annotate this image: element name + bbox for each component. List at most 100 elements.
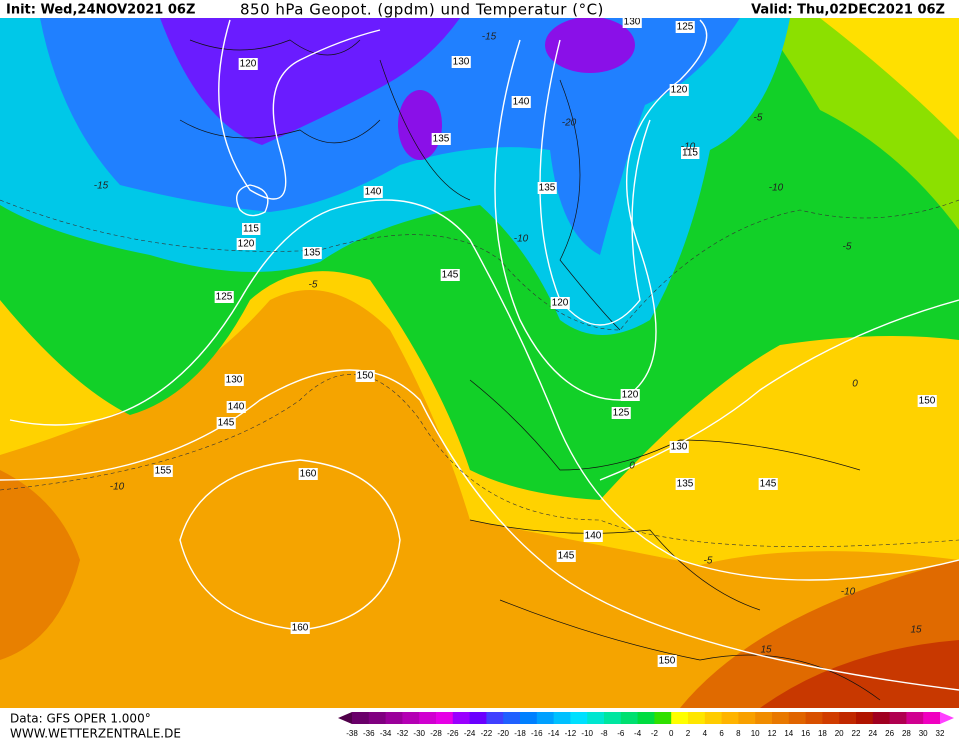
temperature-label: -5: [704, 556, 713, 567]
geopotential-label: 145: [442, 270, 459, 281]
temperature-label: -10: [514, 234, 529, 245]
label-box: [550, 297, 570, 309]
colorbar-swatch: [889, 712, 907, 724]
colorbar-tick-label: -18: [514, 729, 526, 738]
map: [0, 17, 959, 708]
colorbar-swatch: [788, 712, 807, 724]
geopotential-label: 130: [671, 442, 688, 453]
coastline: [179, 39, 881, 701]
contour: [218, 19, 381, 200]
header-bar: [0, 0, 959, 18]
geopotential-label: 140: [228, 402, 245, 413]
colorbar-tick-label: -32: [397, 729, 409, 738]
temperature-label: 15: [760, 645, 772, 656]
contour: [179, 459, 401, 631]
colorbar-tick-label: -34: [380, 729, 392, 738]
colorbar-swatch: [923, 712, 941, 724]
label-box: [298, 468, 318, 480]
geopotential-label: 145: [218, 418, 235, 429]
temperature-label: -20: [562, 118, 577, 129]
colorbar-tick-label: 16: [801, 729, 810, 738]
colorbar-tick-label: 12: [768, 729, 777, 738]
colorbar-swatch: [772, 712, 790, 724]
colorbar-tick-label: -30: [413, 729, 425, 738]
geopotential-label: 125: [216, 292, 233, 303]
colorbar-swatch: [469, 712, 487, 724]
geopotential-label: 115: [243, 224, 259, 235]
label-box: [657, 655, 677, 667]
colorbar-swatch: [822, 712, 840, 724]
label-box: [224, 374, 244, 386]
colorbar-swatch: [352, 712, 370, 724]
colorbar-tick-label: 4: [703, 729, 708, 738]
colorbar-swatch: [671, 712, 689, 724]
colorbar-swatch: [419, 712, 437, 724]
contour: [236, 184, 269, 217]
label-box: [242, 223, 261, 235]
contour: [9, 199, 959, 581]
geopotential-label: 145: [760, 479, 777, 490]
geopotential-label: 155: [155, 466, 172, 477]
geopotential-label: 115: [682, 148, 698, 159]
colorbar-tick-label: 2: [686, 729, 691, 738]
geopotential-label: 140: [365, 187, 382, 198]
colorbar-tick-label: -20: [497, 729, 509, 738]
very-cold-area: [398, 90, 442, 160]
contour-labels: 120 130 130 125 120 140 135 115 135 140 115 120 135 1…: [94, 16, 937, 667]
temperature-label: 0: [629, 461, 635, 472]
colorbar-tick-label: 28: [902, 729, 911, 738]
label-box: [355, 370, 375, 382]
colorbar-swatch: [486, 712, 504, 724]
label-box: [363, 186, 383, 198]
colorbar-tick-label: -12: [565, 729, 577, 738]
geopotential-label: 150: [357, 371, 374, 382]
colorbar-swatch: [536, 712, 555, 724]
label-box: [620, 389, 640, 401]
label-box: [556, 550, 576, 562]
init-time: Init: Wed,24NOV2021 06Z: [6, 3, 195, 18]
colorbar-tick-label: -2: [651, 729, 659, 738]
colorbar-tick-label: -8: [600, 729, 608, 738]
temperature-label: -5: [843, 242, 852, 253]
colorbar-swatch: [755, 712, 773, 724]
temperature-label: -5: [754, 113, 763, 124]
geopotential-label: 130: [453, 57, 470, 68]
contour: [599, 299, 959, 481]
colorbar-tick-label: -10: [581, 729, 593, 738]
colorbar-swatch: [402, 712, 420, 724]
label-box: [622, 16, 642, 28]
mild-area: [820, 18, 959, 140]
geopotential-label: 120: [622, 390, 639, 401]
colorbar-swatch: [704, 712, 723, 724]
label-box: [451, 56, 471, 68]
colorbar-tick-label: -16: [531, 729, 543, 738]
label-box: [537, 182, 557, 194]
colorbar-swatch: [856, 712, 874, 724]
very-cold-area: [545, 17, 635, 73]
label-box: [611, 407, 631, 419]
label-box: [290, 622, 310, 634]
colorbar-swatch: [520, 712, 538, 724]
contour: [539, 39, 651, 326]
colorbar-tick-label: 0: [669, 729, 674, 738]
website: WWW.WETTERZENTRALE.DE: [10, 727, 181, 741]
temperature-label: 15: [910, 625, 922, 636]
colorbar-swatch: [368, 712, 387, 724]
geopotential-label: 140: [513, 97, 530, 108]
temperature-contour: [0, 374, 959, 547]
geopotential-label: 125: [677, 22, 694, 33]
temperature-label: -15: [482, 32, 497, 43]
colorbar-swatch: [688, 712, 706, 724]
geopotential-label: 135: [433, 134, 450, 145]
geopotential-label: 120: [552, 298, 569, 309]
label-box: [153, 465, 173, 477]
temperature-label: -15: [94, 181, 109, 192]
geopotential-label: 130: [624, 17, 641, 28]
label-box: [214, 291, 234, 303]
colorbar-tick-label: -24: [464, 729, 476, 738]
geopotential-label: 145: [558, 551, 575, 562]
colorbar-swatch: [587, 712, 605, 724]
label-box: [669, 84, 689, 96]
colorbar-tick-label: 32: [936, 729, 945, 738]
